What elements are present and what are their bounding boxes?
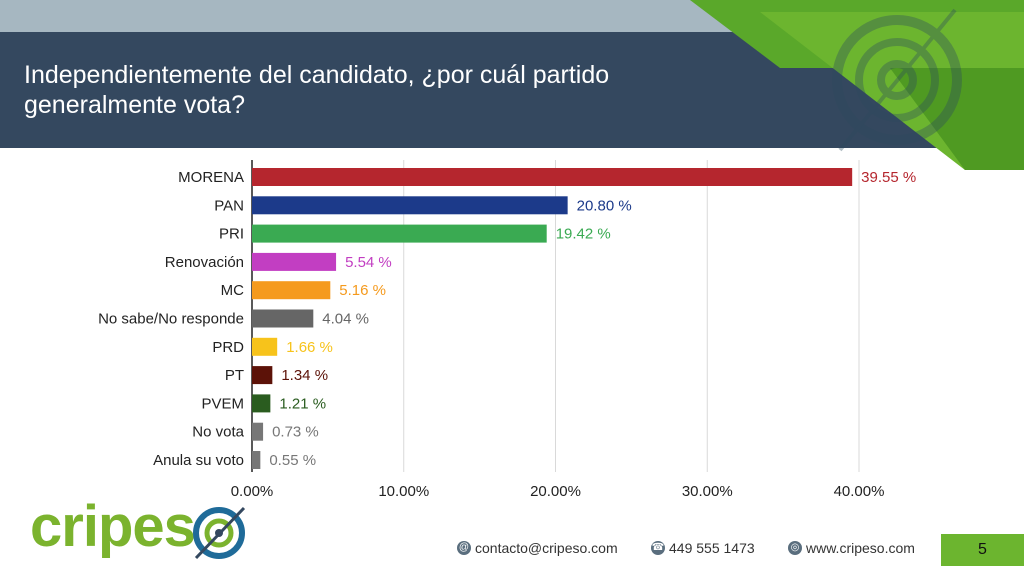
- x-tick-label: 20.00%: [530, 483, 581, 500]
- bar: [252, 366, 273, 385]
- category-label: PRD: [212, 339, 244, 356]
- bar: [252, 252, 337, 271]
- phone-icon: ☎: [651, 541, 665, 555]
- title-line-1: Independientemente del candidato, ¿por c…: [24, 61, 610, 89]
- bar: [252, 422, 264, 441]
- category-label: MORENA: [178, 169, 244, 186]
- bar: [252, 224, 547, 243]
- footer-email[interactable]: @ contacto@cripeso.com: [457, 540, 618, 556]
- category-label: MC: [221, 282, 244, 299]
- bar: [252, 394, 271, 413]
- category-label: PAN: [214, 197, 244, 214]
- value-label: 20.80 %: [577, 197, 632, 214]
- email-text: contacto@cripeso.com: [475, 540, 618, 556]
- value-label: 5.16 %: [339, 282, 386, 299]
- footer-website[interactable]: ◎ www.cripeso.com: [788, 540, 915, 556]
- category-label: PVEM: [201, 395, 244, 412]
- bar: [252, 196, 568, 215]
- corner-decoration: [690, 0, 1024, 170]
- title-line-2: generalmente vota?: [24, 91, 245, 119]
- website-text: www.cripeso.com: [806, 540, 915, 556]
- value-label: 1.21 %: [279, 395, 326, 412]
- logo-text: cripes: [30, 494, 196, 560]
- logo-target-icon: [193, 506, 246, 560]
- bar: [252, 168, 853, 186]
- category-label: PRI: [219, 226, 244, 243]
- bar-chart: 0.00% 10.00% 20.00% 30.00% 40.00% MORENA 39.55…: [98, 160, 916, 500]
- bar: [252, 309, 314, 328]
- phone-text: 449 555 1473: [669, 540, 755, 556]
- x-tick-label: 0.00%: [231, 483, 274, 500]
- bar: [252, 281, 331, 300]
- globe-icon: ◎: [788, 541, 802, 555]
- value-label: 5.54 %: [345, 254, 392, 271]
- cripeso-logo: cripes: [30, 494, 250, 560]
- value-label: 1.34 %: [281, 367, 328, 384]
- value-label: 4.04 %: [322, 311, 369, 328]
- value-label: 19.42 %: [556, 226, 611, 243]
- logo-text-part1: cripes: [30, 494, 196, 559]
- x-tick-label: 40.00%: [834, 483, 885, 500]
- value-label: 39.55 %: [861, 169, 916, 186]
- category-label: Anula su voto: [153, 452, 244, 469]
- category-label: PT: [225, 367, 244, 384]
- page-number: 5: [941, 534, 1024, 566]
- category-label: Renovación: [165, 254, 244, 271]
- slide-title: Independientemente del candidato, ¿por c…: [24, 60, 784, 120]
- category-label: No vota: [192, 424, 244, 441]
- category-label: No sabe/No responde: [98, 311, 244, 328]
- bar: [252, 337, 278, 356]
- target-watermark-icon: [832, 8, 962, 152]
- value-label: 0.55 %: [269, 452, 316, 469]
- email-icon: @: [457, 541, 471, 555]
- footer-phone[interactable]: ☎ 449 555 1473: [651, 540, 755, 556]
- value-label: 1.66 %: [286, 339, 333, 356]
- value-label: 0.73 %: [272, 424, 319, 441]
- x-tick-label: 30.00%: [682, 483, 733, 500]
- bar: [252, 451, 261, 469]
- x-tick-label: 10.00%: [378, 483, 429, 500]
